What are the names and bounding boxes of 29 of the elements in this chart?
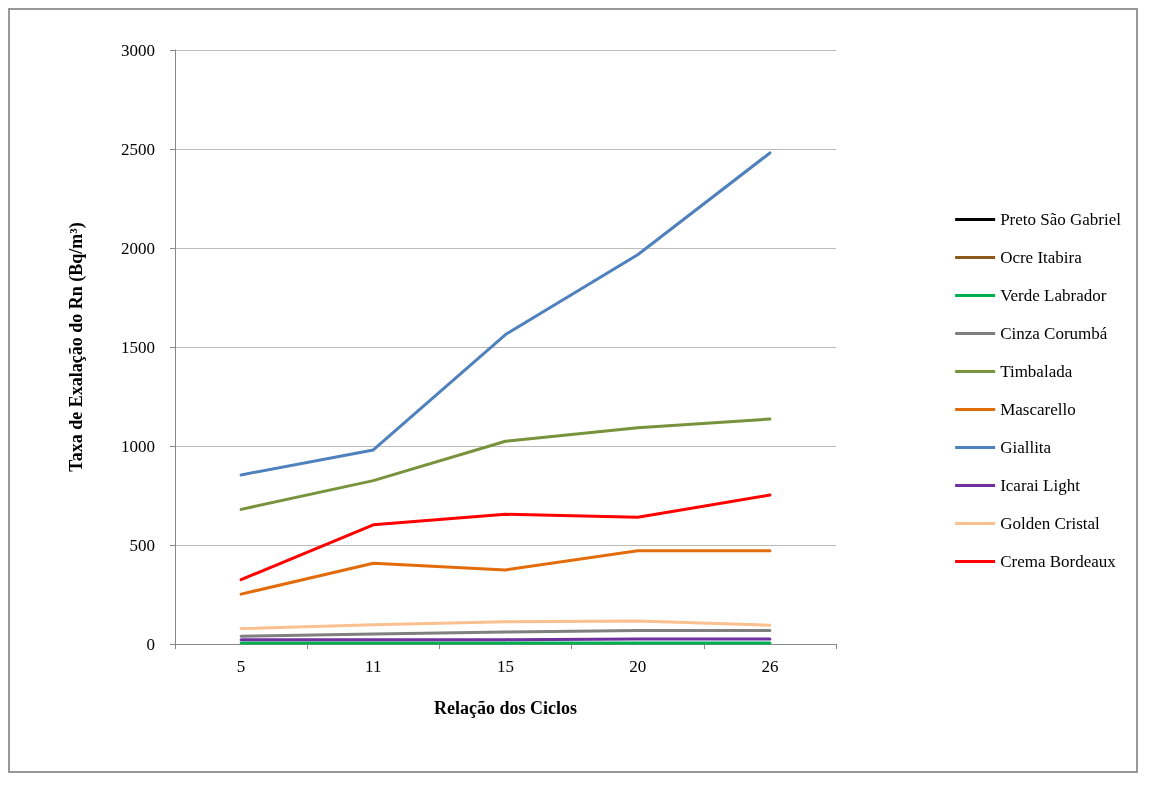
x-tick-label: 5 — [236, 657, 246, 676]
x-tick-label: 20 — [629, 657, 647, 676]
legend-label: Crema Bordeaux — [1000, 552, 1117, 571]
legend-label: Ocre Itabira — [1000, 248, 1083, 267]
y-axis-title: Taxa de Exalação do Rn (Bq/m³) — [66, 222, 87, 472]
legend-label: Icarai Light — [1000, 476, 1081, 495]
legend-label: Giallita — [1000, 438, 1052, 457]
line-series — [239, 417, 772, 511]
y-tick-label: 0 — [146, 634, 155, 654]
x-tick-label: 11 — [365, 657, 382, 676]
legend-label: Timbalada — [1000, 362, 1073, 381]
y-tick-label: 1000 — [121, 436, 155, 456]
legend-label: Verde Labrador — [1000, 286, 1107, 305]
line-series — [239, 493, 772, 582]
x-tick-label: 15 — [497, 657, 514, 676]
x-axis-title: Relação dos Ciclos — [434, 698, 577, 718]
legend-label: Preto São Gabriel — [1000, 210, 1122, 229]
line-series — [239, 619, 772, 631]
legend-label: Cinza Corumbá — [1000, 324, 1108, 343]
y-tick-label: 2000 — [121, 238, 155, 258]
x-tick-label: 26 — [761, 657, 779, 676]
y-tick-label: 500 — [129, 535, 155, 555]
legend-label: Mascarello — [1000, 400, 1076, 419]
y-tick-label: 3000 — [121, 40, 155, 60]
y-tick-label: 1500 — [121, 337, 155, 357]
line-series — [239, 151, 772, 477]
y-tick-label: 2500 — [121, 139, 155, 159]
legend-label: Golden Cristal — [1000, 514, 1101, 533]
line-series — [239, 549, 772, 596]
